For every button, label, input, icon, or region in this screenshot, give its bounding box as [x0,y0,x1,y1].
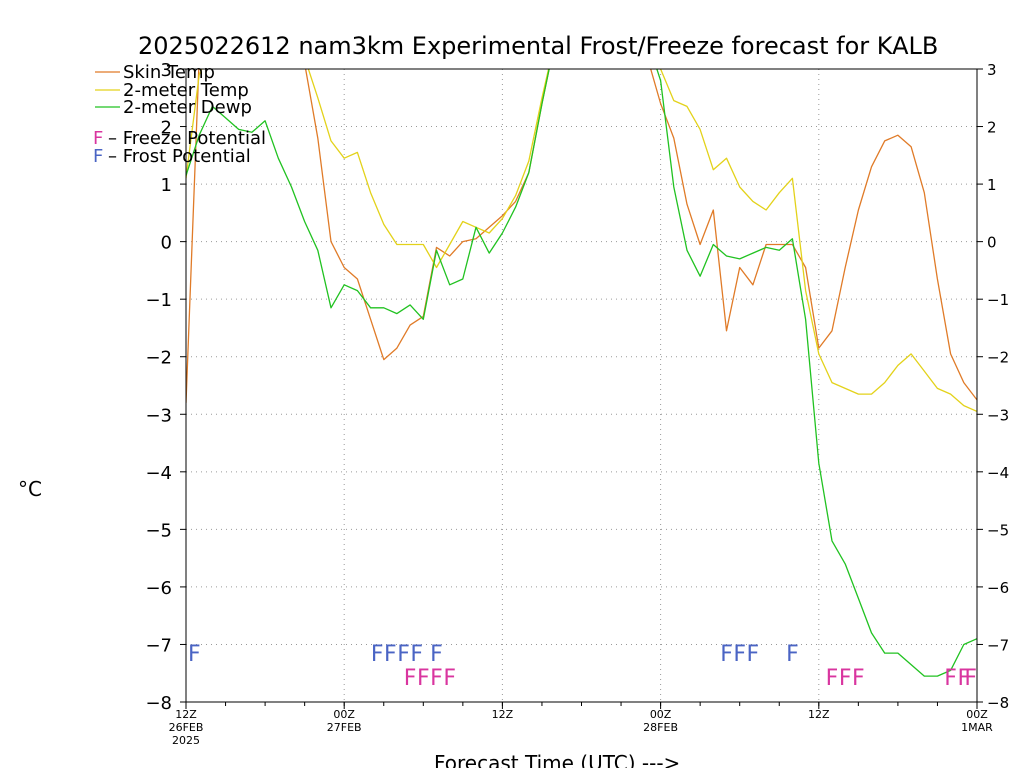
series-line-2-meter-temp [186,69,977,412]
legend-label: 2-meter Dewp [123,97,252,118]
y-tick-label-right: 1 [987,176,997,194]
x-tick-label: 00Z [333,708,355,721]
x-tick-date: 1MAR [961,721,993,734]
x-tick-label: 12Z [175,708,197,721]
y-tick-label-left: −8 [145,693,172,714]
x-tick-year: 2025 [172,734,200,747]
y-tick-label-right: −3 [987,406,1009,424]
y-tick-label-left: 3 [161,60,172,81]
marker-frost-potential: F [371,642,384,667]
plot-frame [185,68,978,703]
marker-frost-potential: F [430,642,443,667]
x-axis-label: Forecast Time (UTC) ---> [434,751,680,768]
y-tick-label-right: 2 [987,119,997,137]
marker-frost-potential: F [397,642,410,667]
marker-frost-potential: F [786,642,799,667]
y-tick-label-left: −5 [145,520,172,541]
y-axis-label: °C [18,477,42,501]
marker-freeze-potential: F [852,666,865,691]
grid-lines [186,69,977,702]
y-tick-label-left: −7 [145,635,172,656]
series-layer [186,69,977,677]
y-tick-label-left: −1 [145,290,172,311]
y-tick-label-right: −5 [987,521,1009,539]
y-tick-label-left: 1 [161,175,172,196]
marker-freeze-potential: F [417,666,430,691]
legend-label: 2-meter Temp [123,80,249,101]
marker-freeze-potential: F [957,666,970,691]
series-line-2-meter-dewp [186,69,977,677]
y-axis-left: 3 2 1 0 −1 −2 −3 −4 −5 −6 −7 −8 [145,60,186,714]
x-tick-date: 28FEB [643,721,678,734]
marker-freeze-potential: F [944,666,957,691]
x-tick-label: 00Z [650,708,672,721]
x-tick-date: 27FEB [327,721,362,734]
potential-markers: F F F F F F F F F FF F F F F F F F FF [188,642,977,691]
series-line-skin-temp [186,69,977,403]
marker-freeze-potential: F [430,666,443,691]
y-tick-label-right: −2 [987,349,1009,367]
x-tick-label: 00Z [966,708,988,721]
y-tick-label-left: 0 [161,233,172,254]
marker-freeze-potential: F [826,666,839,691]
y-tick-label-left: −6 [145,578,172,599]
y-tick-label-right: −6 [987,579,1009,597]
marker-frost-potential: F [188,642,201,667]
y-tick-label-right: −8 [987,694,1009,712]
chart-title: 2025022612 nam3km Experimental Frost/Fre… [138,32,938,60]
marker-legend-label: – Frost Potential [108,146,251,167]
y-tick-label-right: −1 [987,291,1009,309]
x-tick-date: 26FEB [169,721,204,734]
marker-legend-symbol: F [93,128,103,149]
marker-freeze-potential: F [839,666,852,691]
y-tick-label-left: −3 [145,405,172,426]
marker-frost-potential: F [720,642,733,667]
marker-frost-potential: F [384,642,397,667]
y-tick-label-right: 3 [987,61,997,79]
y-tick-label-left: −4 [145,463,172,484]
marker-frost-potential: F [733,642,746,667]
marker-freeze-potential: F [964,666,977,691]
y-axis-right: 3 2 1 0 −1 −2 −3 −4 −5 −6 −7 −8 [977,61,1009,712]
y-tick-label-left: 2 [161,118,172,139]
marker-frost-potential: F [747,642,760,667]
legend-label: Skin Temp [123,62,215,83]
y-tick-label-left: −2 [145,348,172,369]
y-tick-label-right: 0 [987,234,997,252]
marker-freeze-potential: F [404,666,417,691]
marker-freeze-potential: F [443,666,456,691]
marker-legend-label: – Freeze Potential [108,128,266,149]
y-tick-label-right: −7 [987,636,1009,654]
x-tick-label: 12Z [808,708,830,721]
marker-frost-potential: F [410,642,423,667]
y-tick-label-right: −4 [987,464,1009,482]
marker-legend-symbol: F [93,146,103,167]
x-tick-label: 12Z [492,708,514,721]
